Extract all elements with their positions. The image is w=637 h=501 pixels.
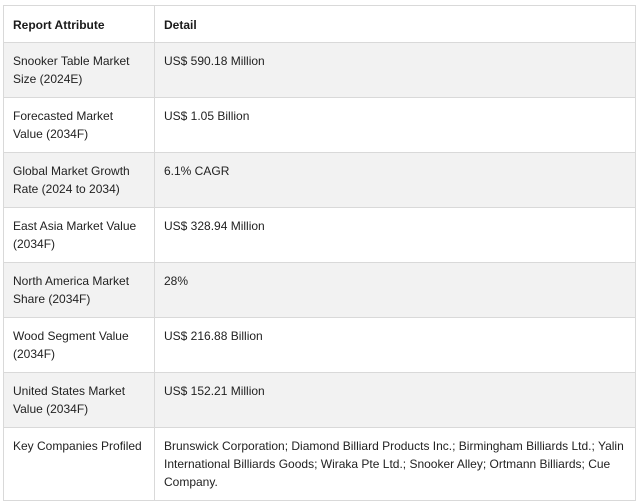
detail-cell: Brunswick Corporation; Diamond Billiard … [154, 427, 636, 501]
detail-cell: US$ 328.94 Million [154, 207, 636, 263]
table-row: Forecasted Market Value (2034F) US$ 1.05… [3, 97, 636, 153]
detail-cell: US$ 152.21 Million [154, 372, 636, 428]
report-attributes-table: Report Attribute Detail Snooker Table Ma… [3, 5, 636, 501]
table-row: Wood Segment Value (2034F) US$ 216.88 Bi… [3, 317, 636, 373]
detail-cell: 28% [154, 262, 636, 318]
attribute-cell: Key Companies Profiled [3, 427, 155, 501]
table-row: East Asia Market Value (2034F) US$ 328.9… [3, 207, 636, 263]
table-row: Snooker Table Market Size (2024E) US$ 59… [3, 42, 636, 98]
attribute-cell: Global Market Growth Rate (2024 to 2034) [3, 152, 155, 208]
detail-cell: US$ 590.18 Million [154, 42, 636, 98]
table-row: Key Companies Profiled Brunswick Corpora… [3, 427, 636, 501]
table-row: North America Market Share (2034F) 28% [3, 262, 636, 318]
attribute-cell: North America Market Share (2034F) [3, 262, 155, 318]
column-header-detail: Detail [154, 5, 636, 43]
column-header-report-attribute: Report Attribute [3, 5, 155, 43]
detail-cell: US$ 216.88 Billion [154, 317, 636, 373]
detail-cell: 6.1% CAGR [154, 152, 636, 208]
attribute-cell: Snooker Table Market Size (2024E) [3, 42, 155, 98]
table-row: Global Market Growth Rate (2024 to 2034)… [3, 152, 636, 208]
attribute-cell: United States Market Value (2034F) [3, 372, 155, 428]
table-row: United States Market Value (2034F) US$ 1… [3, 372, 636, 428]
attribute-cell: East Asia Market Value (2034F) [3, 207, 155, 263]
table-header-row: Report Attribute Detail [3, 5, 636, 43]
attribute-cell: Wood Segment Value (2034F) [3, 317, 155, 373]
detail-cell: US$ 1.05 Billion [154, 97, 636, 153]
attribute-cell: Forecasted Market Value (2034F) [3, 97, 155, 153]
